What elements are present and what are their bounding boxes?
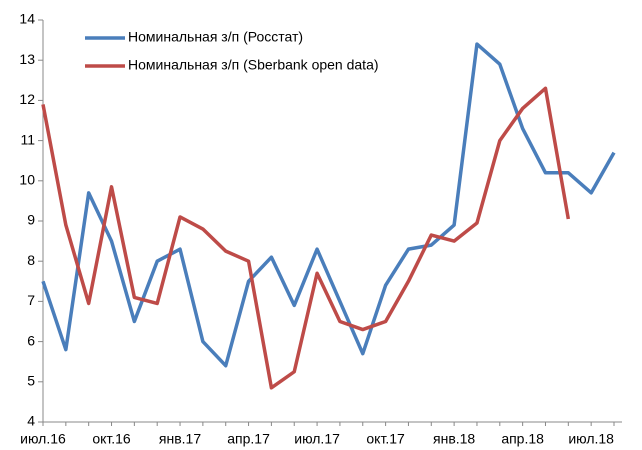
legend-label: Номинальная з/п (Sberbank open data): [128, 57, 379, 73]
legend: Номинальная з/п (Росстат) Номинальная з/п…: [85, 29, 379, 73]
x-tick-label: июл.18: [568, 431, 614, 447]
x-tick-label: апр.18: [501, 431, 544, 447]
y-tick-label: 8: [27, 252, 35, 268]
x-tick-label: июл.16: [20, 431, 66, 447]
x-tick-label: янв.18: [433, 431, 475, 447]
x-tick-label: июл.17: [294, 431, 340, 447]
y-tick-label: 9: [27, 212, 35, 228]
y-tick-label: 13: [19, 51, 35, 67]
y-tick-label: 12: [19, 91, 35, 107]
x-tick-label: янв.17: [159, 431, 201, 447]
y-tick-label: 5: [27, 373, 35, 389]
y-tick-label: 14: [19, 11, 35, 27]
y-tick-label: 7: [27, 292, 35, 308]
y-tick-label: 10: [19, 172, 35, 188]
y-tick-label: 6: [27, 332, 35, 348]
x-tick-label: апр.17: [227, 431, 270, 447]
x-tick-label: окт.17: [366, 431, 405, 447]
y-tick-label: 11: [20, 131, 35, 147]
x-tick-label: окт.16: [92, 431, 131, 447]
legend-label: Номинальная з/п (Росстат): [128, 29, 303, 45]
y-tick-label: 4: [27, 413, 35, 429]
series-line: [41, 42, 616, 368]
series-line: [41, 86, 571, 390]
